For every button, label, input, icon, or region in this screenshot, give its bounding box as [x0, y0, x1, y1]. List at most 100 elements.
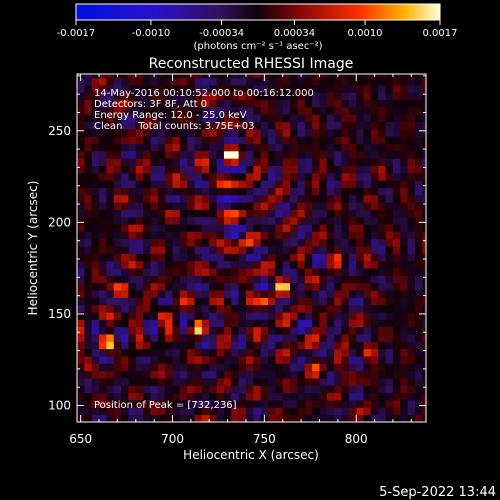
heatmap-cell — [275, 312, 284, 320]
heatmap-cell — [348, 304, 357, 313]
heatmap-cell — [194, 304, 203, 313]
heatmap-cell — [121, 194, 129, 203]
heatmap-cell — [77, 136, 85, 144]
heatmap-cell — [201, 84, 210, 93]
heatmap-cell — [407, 202, 416, 210]
heatmap-cell — [326, 312, 335, 320]
heatmap-cell — [99, 224, 107, 232]
heatmap-cell — [179, 253, 188, 262]
heatmap-cell — [400, 348, 409, 357]
heatmap-cell — [275, 356, 284, 364]
heatmap-cell — [319, 260, 328, 269]
heatmap-cell — [194, 158, 203, 166]
heatmap-cell — [121, 378, 129, 386]
heatmap-cell — [253, 326, 262, 335]
heatmap-cell — [223, 158, 232, 166]
heatmap-cell — [121, 253, 129, 262]
heatmap-cell — [106, 348, 115, 357]
heatmap-cell — [341, 246, 350, 254]
heatmap-cell — [414, 172, 423, 181]
heatmap-cell — [370, 136, 379, 144]
heatmap-cell — [150, 224, 159, 232]
heatmap-cell — [209, 238, 217, 247]
heatmap-cell — [187, 407, 195, 416]
heatmap-cell — [392, 158, 401, 166]
heatmap-cell — [334, 392, 342, 401]
heatmap-cell — [304, 326, 313, 335]
heatmap-cell — [297, 84, 306, 93]
heatmap-cell — [378, 121, 386, 130]
heatmap-cell — [238, 194, 247, 203]
heatmap-cell — [304, 114, 313, 123]
heatmap-cell — [260, 216, 269, 225]
heatmap-cell — [179, 194, 188, 203]
heatmap-cell — [231, 84, 240, 93]
heatmap-cell — [77, 363, 85, 372]
heatmap-cell — [165, 194, 173, 203]
heatmap-cell — [91, 341, 100, 350]
heatmap-cell — [297, 77, 306, 86]
heatmap-cell — [201, 356, 210, 364]
heatmap-cell — [304, 99, 313, 108]
heatmap-cell — [128, 202, 137, 210]
heatmap-cell — [290, 385, 298, 394]
heatmap-cell — [326, 304, 335, 313]
heatmap-cell — [282, 326, 291, 335]
heatmap-cell — [348, 143, 357, 152]
heatmap-cell — [84, 282, 93, 291]
heatmap-cell — [157, 202, 166, 210]
heatmap-cell — [348, 253, 357, 262]
heatmap-cell — [319, 326, 328, 335]
heatmap-cell — [194, 224, 203, 232]
heatmap-cell — [150, 180, 159, 188]
heatmap-cell — [297, 194, 306, 203]
heatmap-cell — [77, 356, 85, 364]
x-tick-label: 750 — [253, 432, 276, 446]
heatmap-cell — [179, 136, 188, 144]
heatmap-cell — [238, 136, 247, 144]
heatmap-cell — [378, 165, 386, 174]
heatmap-cell — [172, 136, 181, 144]
heatmap-cell — [319, 99, 328, 108]
heatmap-cell — [91, 209, 100, 218]
heatmap-cell — [282, 275, 291, 284]
heatmap-cell — [128, 370, 137, 379]
heatmap-cell — [209, 268, 217, 276]
heatmap-cell — [106, 297, 115, 306]
heatmap-cell — [348, 84, 357, 93]
heatmap-cell — [143, 378, 151, 386]
heatmap-cell — [275, 106, 284, 115]
heatmap-cell — [135, 392, 144, 401]
heatmap-cell — [312, 275, 320, 284]
y-axis-label: Heliocentric Y (arcsec) — [26, 181, 40, 316]
heatmap-cell — [157, 158, 166, 166]
heatmap-cell — [201, 282, 210, 291]
heatmap-cell — [334, 348, 342, 357]
heatmap-cell — [407, 253, 416, 262]
heatmap-cell — [363, 407, 372, 416]
heatmap-cell — [223, 194, 232, 203]
heatmap-cell — [179, 128, 188, 137]
heatmap-cell — [77, 260, 85, 269]
heatmap-cell — [245, 165, 254, 174]
heatmap-cell — [77, 216, 85, 225]
heatmap-cell — [334, 209, 342, 218]
heatmap-cell — [216, 77, 225, 86]
heatmap-cell — [348, 341, 357, 350]
heatmap-cell — [260, 246, 269, 254]
heatmap-cell — [378, 158, 386, 166]
heatmap-cell — [121, 231, 129, 240]
heatmap-cell — [172, 341, 181, 350]
heatmap-cell — [400, 414, 409, 422]
heatmap-cell — [356, 363, 364, 372]
heatmap-cell — [187, 99, 195, 108]
heatmap-cell — [341, 370, 350, 379]
heatmap-cell — [172, 275, 181, 284]
heatmap-cell — [385, 84, 394, 93]
heatmap-cell — [135, 194, 144, 203]
heatmap-cell — [326, 275, 335, 284]
heatmap-cell — [77, 209, 85, 218]
heatmap-cell — [370, 385, 379, 394]
heatmap-cell — [363, 414, 372, 422]
heatmap-cell — [341, 253, 350, 262]
